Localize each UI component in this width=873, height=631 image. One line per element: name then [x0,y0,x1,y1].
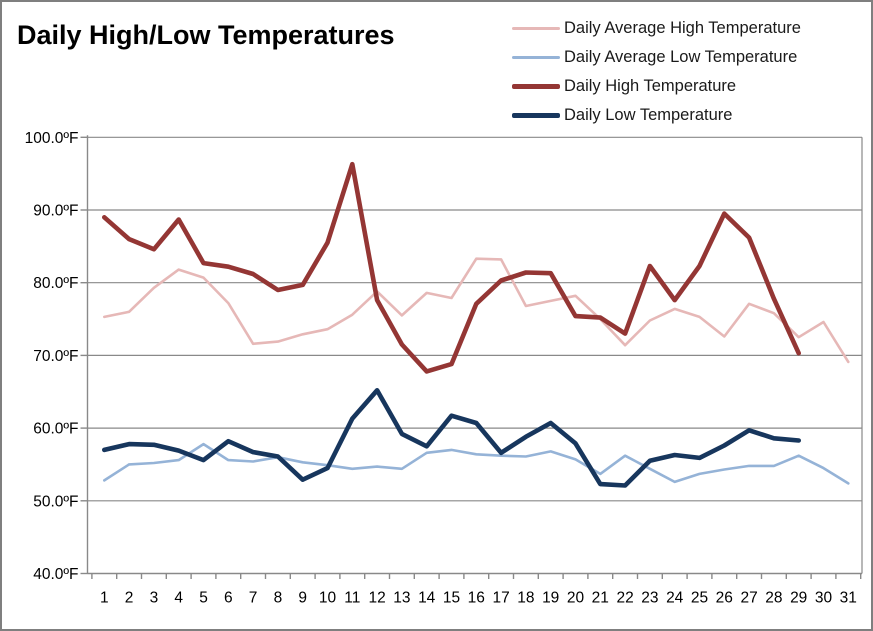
legend-label: Daily Average High Temperature [564,19,801,37]
y-axis-label: 60.0ºF [33,421,78,438]
legend-line-icon [512,27,560,30]
x-axis-label: 17 [492,590,509,607]
x-axis-label: 21 [592,590,609,607]
x-axis-label: 30 [815,590,833,607]
chart-title: Daily High/Low Temperatures [17,20,395,50]
x-axis-label: 27 [740,590,757,607]
x-axis-label: 10 [319,590,337,607]
legend-label: Daily Low Temperature [564,106,733,124]
series-line-daily-average-high-temperature [103,257,850,364]
x-axis-label: 25 [691,590,708,607]
y-axis-label: 40.0ºF [33,566,78,583]
x-axis-label: 12 [368,590,385,607]
legend-label: Daily High Temperature [564,77,737,95]
x-axis-label: 1 [100,590,109,607]
series-line-daily-low-temperature [102,387,802,488]
legend-line-icon [512,56,560,59]
x-axis-label: 3 [150,590,159,607]
legend-line-swatch [512,84,560,89]
x-axis-label: 24 [666,590,684,607]
x-axis-label: 23 [641,590,658,607]
legend-item: Daily Average High Temperature [512,14,801,43]
x-axis-label: 31 [840,590,857,607]
y-axis-label: 80.0ºF [33,275,78,292]
legend-item: Daily High Temperature [512,72,801,101]
x-axis-label: 18 [517,590,534,607]
x-axis-label: 28 [765,590,782,607]
x-axis-label: 8 [274,590,283,607]
x-axis-label: 7 [249,590,258,607]
legend-line-icon [512,84,560,89]
x-axis-label: 16 [468,590,485,607]
x-axis-label: 15 [443,590,460,607]
x-axis-label: 6 [224,590,233,607]
series-line-daily-average-low-temperature [103,442,850,485]
legend-item: Daily Average Low Temperature [512,43,801,72]
legend-line-swatch [512,56,560,59]
x-axis-label: 5 [199,590,208,607]
y-axis-label: 50.0ºF [33,493,78,510]
legend-line-swatch [512,27,560,30]
x-axis-label: 14 [418,590,436,607]
x-axis-label: 29 [790,590,807,607]
x-axis-label: 9 [298,590,307,607]
x-axis-label: 22 [616,590,633,607]
y-axis-label: 100.0ºF [25,130,79,147]
legend-line-icon [512,113,560,118]
x-axis-label: 13 [393,590,410,607]
x-axis-label: 20 [567,590,585,607]
chart-legend: Daily Average High Temperature Daily Aver… [512,14,801,130]
x-axis-label: 2 [125,590,134,607]
y-axis-label: 90.0ºF [33,203,78,220]
y-axis-label: 70.0ºF [33,348,78,365]
x-axis-label: 4 [174,590,183,607]
series-line-daily-high-temperature [102,161,802,374]
x-axis-label: 19 [542,590,559,607]
legend-line-swatch [512,113,560,118]
legend-item: Daily Low Temperature [512,101,801,130]
x-axis-label: 26 [716,590,733,607]
x-axis-label: 11 [344,590,360,607]
legend-label: Daily Average Low Temperature [564,48,798,66]
